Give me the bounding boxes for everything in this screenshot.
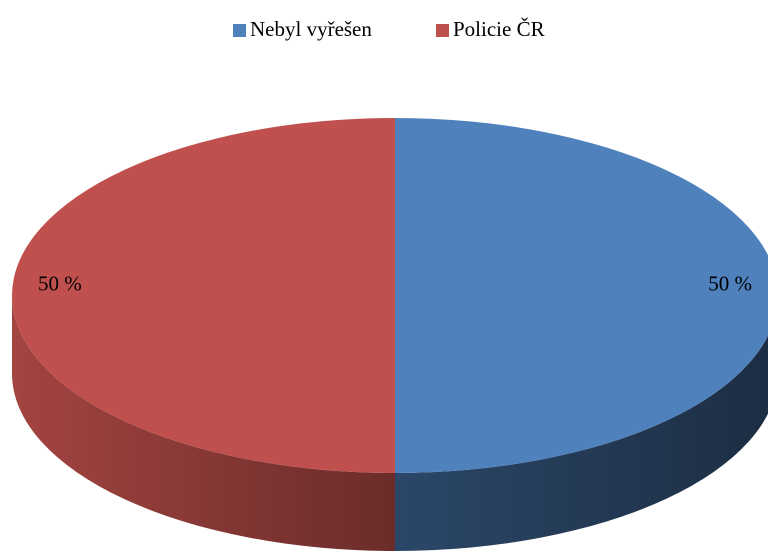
legend-swatch <box>233 24 246 37</box>
pie-slice-side <box>395 335 768 551</box>
pie-slice <box>395 118 768 473</box>
legend-label: Nebyl vyřešen <box>250 17 372 41</box>
data-label: 50 % <box>708 271 752 295</box>
pie-slice <box>12 118 395 473</box>
pie-slice-side <box>12 295 395 551</box>
legend-label: Policie ČR <box>453 17 545 41</box>
data-label: 50 % <box>38 271 82 295</box>
legend-swatch <box>436 24 449 37</box>
